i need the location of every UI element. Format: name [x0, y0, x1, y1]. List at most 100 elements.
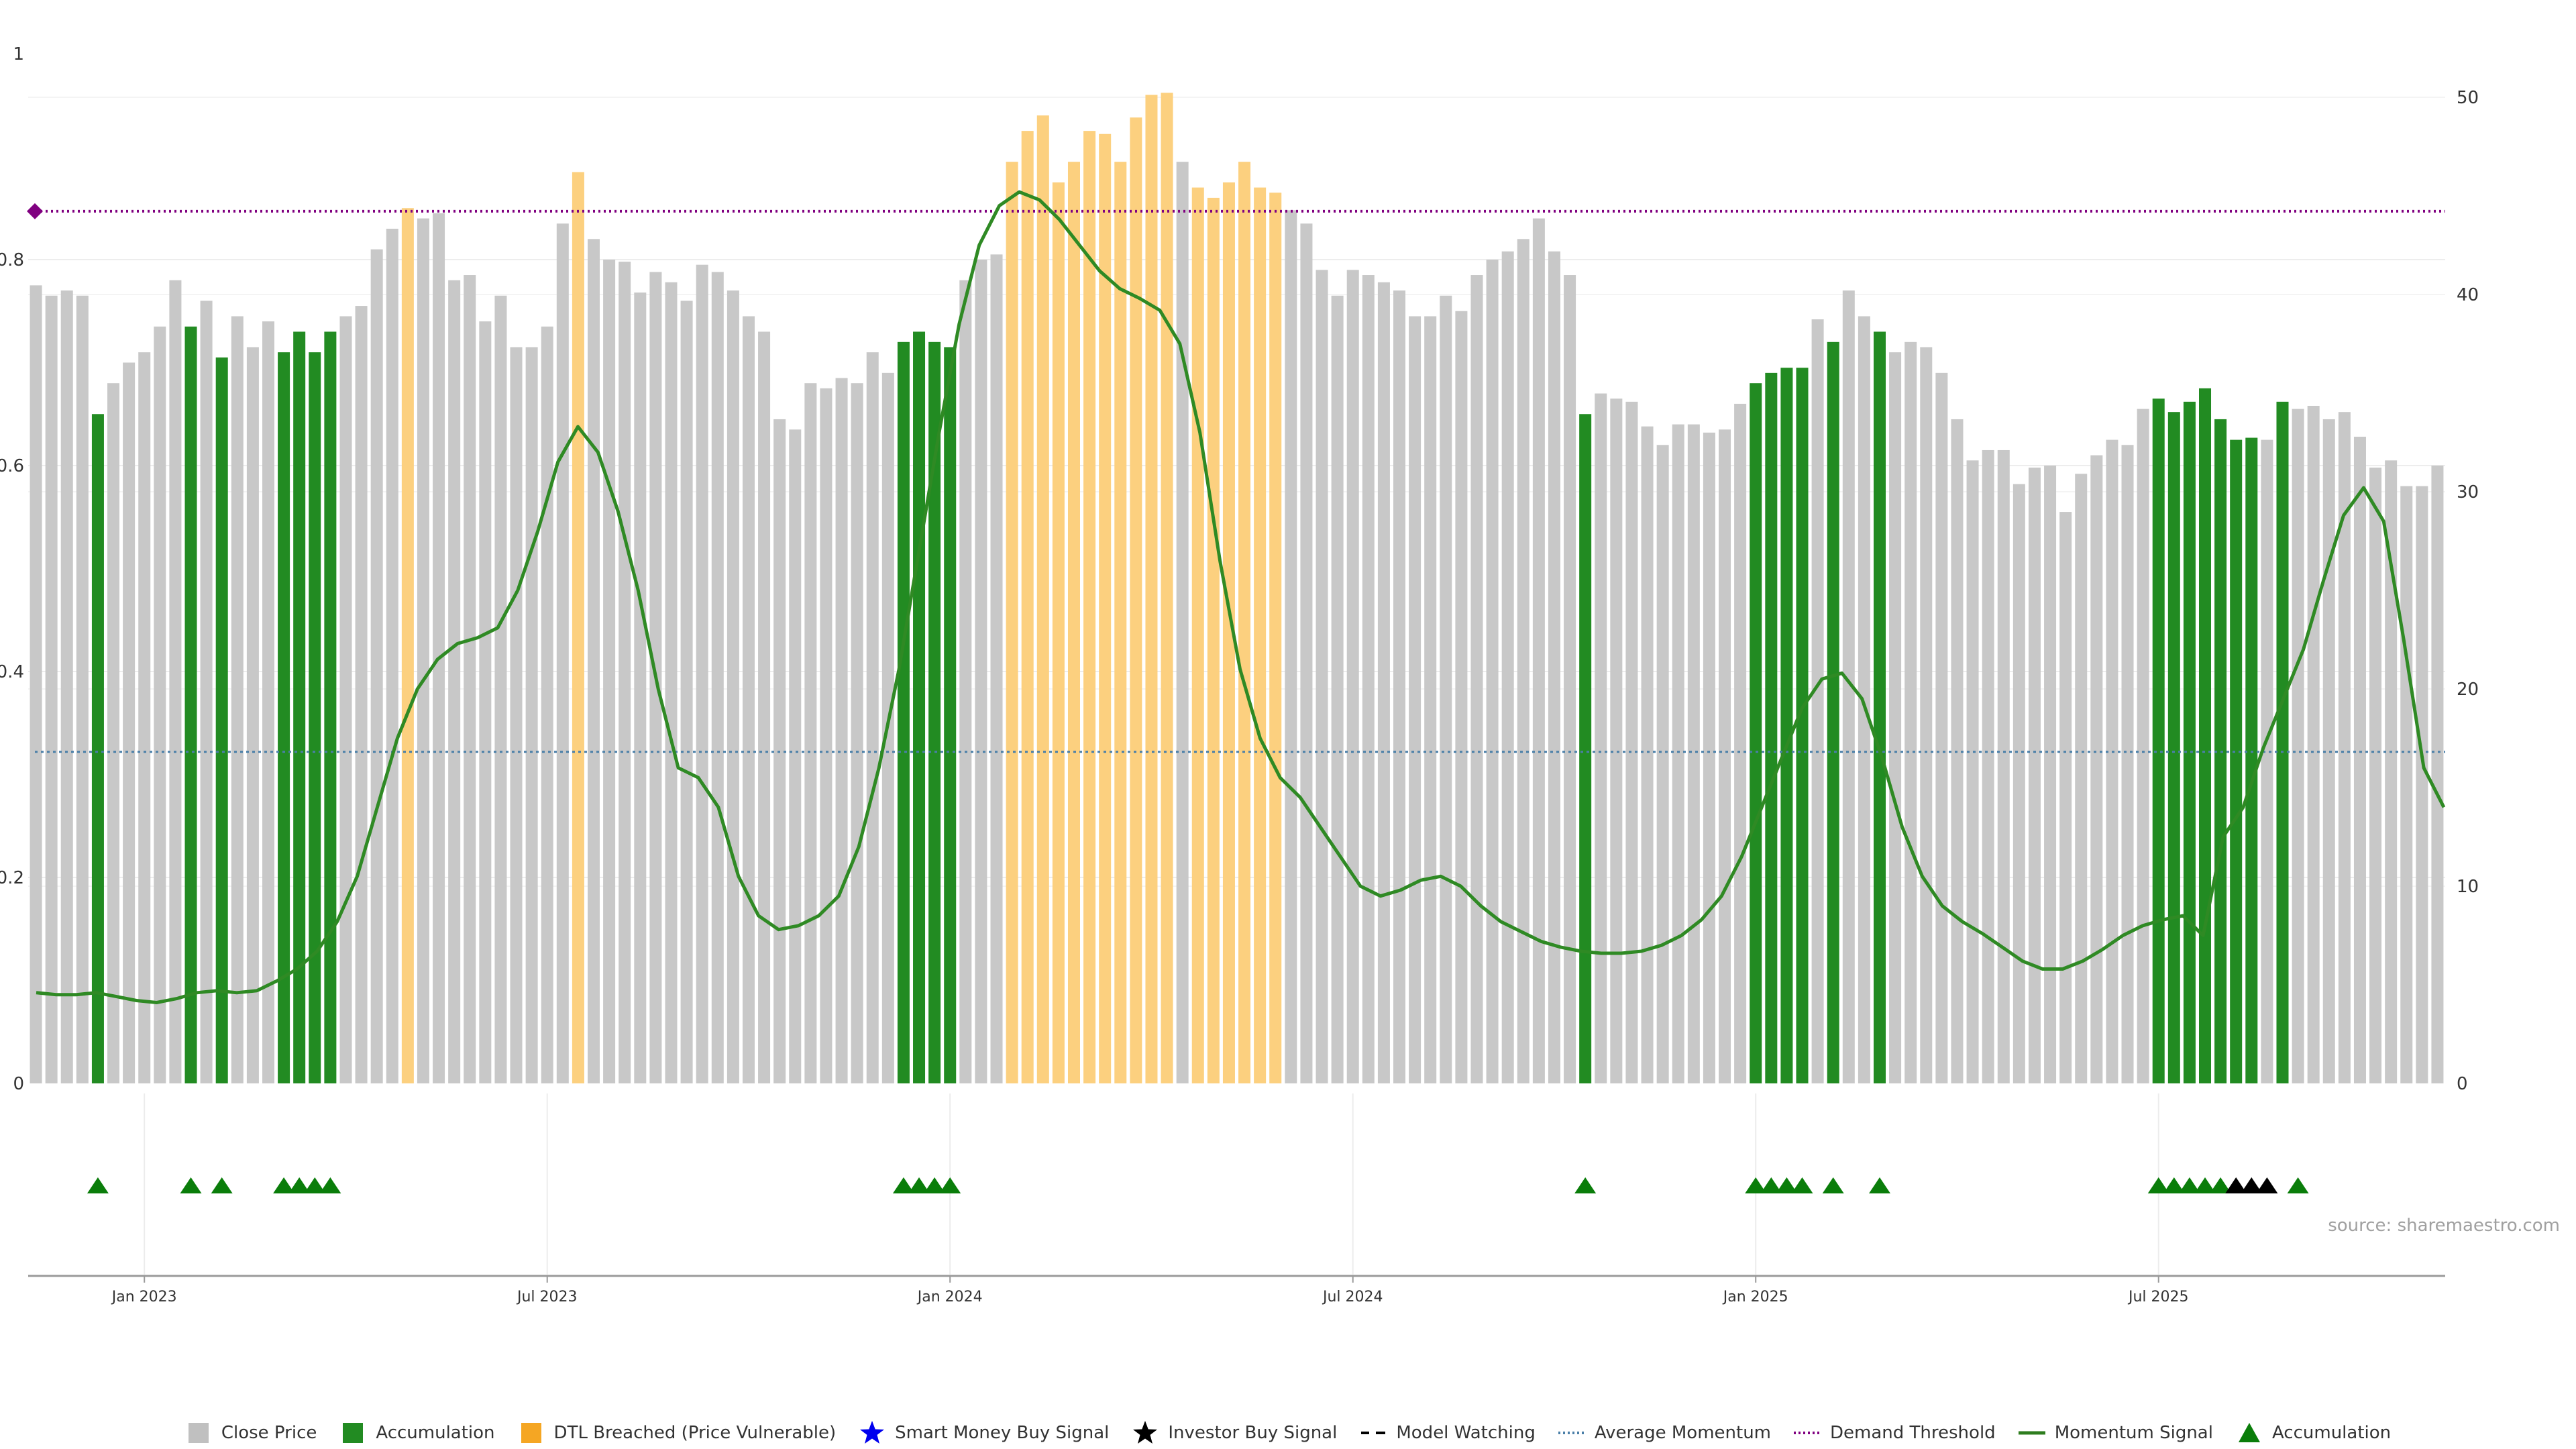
close-price-bar [2044, 466, 2057, 1083]
close-price-bar [448, 280, 461, 1084]
investor-buy-triangle [2241, 1177, 2263, 1193]
accumulation-bar [184, 326, 197, 1083]
dtl-bar [1036, 115, 1049, 1084]
dtl-bar [572, 172, 584, 1083]
accumulation-triangle [2178, 1177, 2200, 1193]
close-price-bar [1610, 398, 1623, 1083]
close-price-bar [1672, 424, 1684, 1083]
accumulation-triangle [1776, 1177, 1798, 1193]
close-price-bar [2400, 486, 2413, 1083]
x-axis-tick-label: Jan 2025 [1722, 1289, 1788, 1305]
accumulation-triangle [892, 1177, 914, 1193]
accumulation-triangle [2210, 1177, 2232, 1193]
close-price-bar [1858, 316, 1870, 1083]
accumulation-triangle [2147, 1177, 2169, 1193]
accumulation-triangle [2163, 1177, 2185, 1193]
legend-label: Demand Threshold [1830, 1423, 1996, 1443]
right-axis-tick-label: 20 [2457, 680, 2479, 700]
accumulation-triangle [2194, 1177, 2216, 1193]
left-axis-tick-label: 0 [13, 1074, 24, 1094]
close-price-bar [2028, 468, 2041, 1083]
left-axis-tick-label: 1 [13, 44, 24, 64]
close-price-bar [2353, 437, 2366, 1083]
close-price-bar [1842, 290, 1855, 1083]
close-price-bar [804, 383, 817, 1084]
right-axis-tick-label: 0 [2457, 1074, 2468, 1094]
legend: Close Price Accumulation DTL Breached (Pri… [0, 1417, 2576, 1449]
close-price-bar [1719, 429, 1731, 1083]
accumulation-triangle [304, 1177, 326, 1193]
close-price-bar [1393, 290, 1406, 1083]
close-price-bar [1904, 341, 1917, 1083]
legend-item: Accumulation [2236, 1419, 2391, 1446]
close-price-bar [107, 383, 120, 1084]
close-price-bar [1424, 316, 1437, 1083]
dtl-bar [1114, 162, 1127, 1083]
legend-label: Model Watching [1396, 1423, 1536, 1443]
close-price-bar [1641, 426, 1654, 1083]
close-price-bar [1656, 445, 1669, 1083]
reference-lines [27, 203, 2445, 753]
right-axis-tick-label: 10 [2457, 877, 2479, 897]
close-price-bar [417, 218, 429, 1084]
close-price-bar [665, 282, 678, 1083]
left-axis-tick-label: 0.6 [0, 456, 24, 476]
accumulation-bar [309, 352, 321, 1083]
close-price-bar [1982, 449, 1994, 1083]
x-axis-tick-label: Jan 2023 [111, 1289, 177, 1305]
close-price-bar [2431, 466, 2444, 1083]
legend-item: Model Watching [1360, 1419, 1536, 1446]
legend-item: Close Price [185, 1419, 317, 1446]
dotted-icon [1558, 1432, 1585, 1434]
close-price-bar [370, 249, 383, 1083]
close-price-bar [603, 260, 616, 1083]
dtl-bar [1161, 93, 1173, 1084]
close-price-bar [1703, 432, 1715, 1083]
close-price-bar [975, 260, 987, 1083]
legend-item: Smart Money Buy Signal [859, 1419, 1109, 1446]
accumulation-triangle [211, 1177, 233, 1193]
close-price-bar [742, 316, 755, 1083]
accumulation-bar [2167, 412, 2180, 1083]
close-price-bar [2012, 484, 2025, 1083]
close-price-bar [1285, 210, 1297, 1083]
accumulation-bar [293, 331, 306, 1084]
close-price-bar [464, 275, 476, 1083]
x-axis-tick-label: Jul 2024 [1322, 1289, 1383, 1305]
accumulation-bar [91, 414, 104, 1083]
accumulation-triangle [908, 1177, 930, 1193]
accumulation-triangle [924, 1177, 946, 1193]
close-price-bar [339, 316, 352, 1083]
investor-buy-triangle [2225, 1177, 2247, 1193]
close-price-bar [990, 254, 1003, 1084]
accumulation-bar [324, 331, 337, 1084]
close-price-bar [200, 301, 213, 1083]
demand-threshold-marker [27, 203, 43, 219]
dotted-icon [1794, 1432, 1821, 1434]
square-icon [188, 1423, 209, 1443]
dtl-bar [1130, 117, 1142, 1083]
accumulation-bar [1750, 383, 1762, 1084]
dtl-bar [1099, 133, 1112, 1084]
square-icon [343, 1423, 364, 1443]
close-price-bar [619, 262, 631, 1083]
left-axis-tick-label: 0.4 [0, 662, 24, 682]
line-icon [2018, 1431, 2045, 1435]
close-price-bar [123, 362, 136, 1083]
close-price-bar [1920, 347, 1933, 1083]
close-price-bar [2121, 445, 2134, 1083]
accumulation-bar [2183, 401, 2196, 1083]
close-price-bar [1346, 270, 1359, 1084]
close-price-bar [1595, 393, 1607, 1083]
close-price-bar [30, 285, 42, 1083]
accumulation-bar [1765, 372, 1778, 1083]
close-price-bar [1966, 460, 1979, 1083]
accumulation-triangle [939, 1177, 961, 1193]
close-price-bar [169, 280, 182, 1084]
left-axis-tick-label: 0.8 [0, 250, 24, 270]
accumulation-bar [2245, 437, 2258, 1083]
close-price-bar [2292, 409, 2304, 1083]
signals-layer [87, 1177, 2309, 1193]
close-price-bar [1997, 449, 2010, 1083]
